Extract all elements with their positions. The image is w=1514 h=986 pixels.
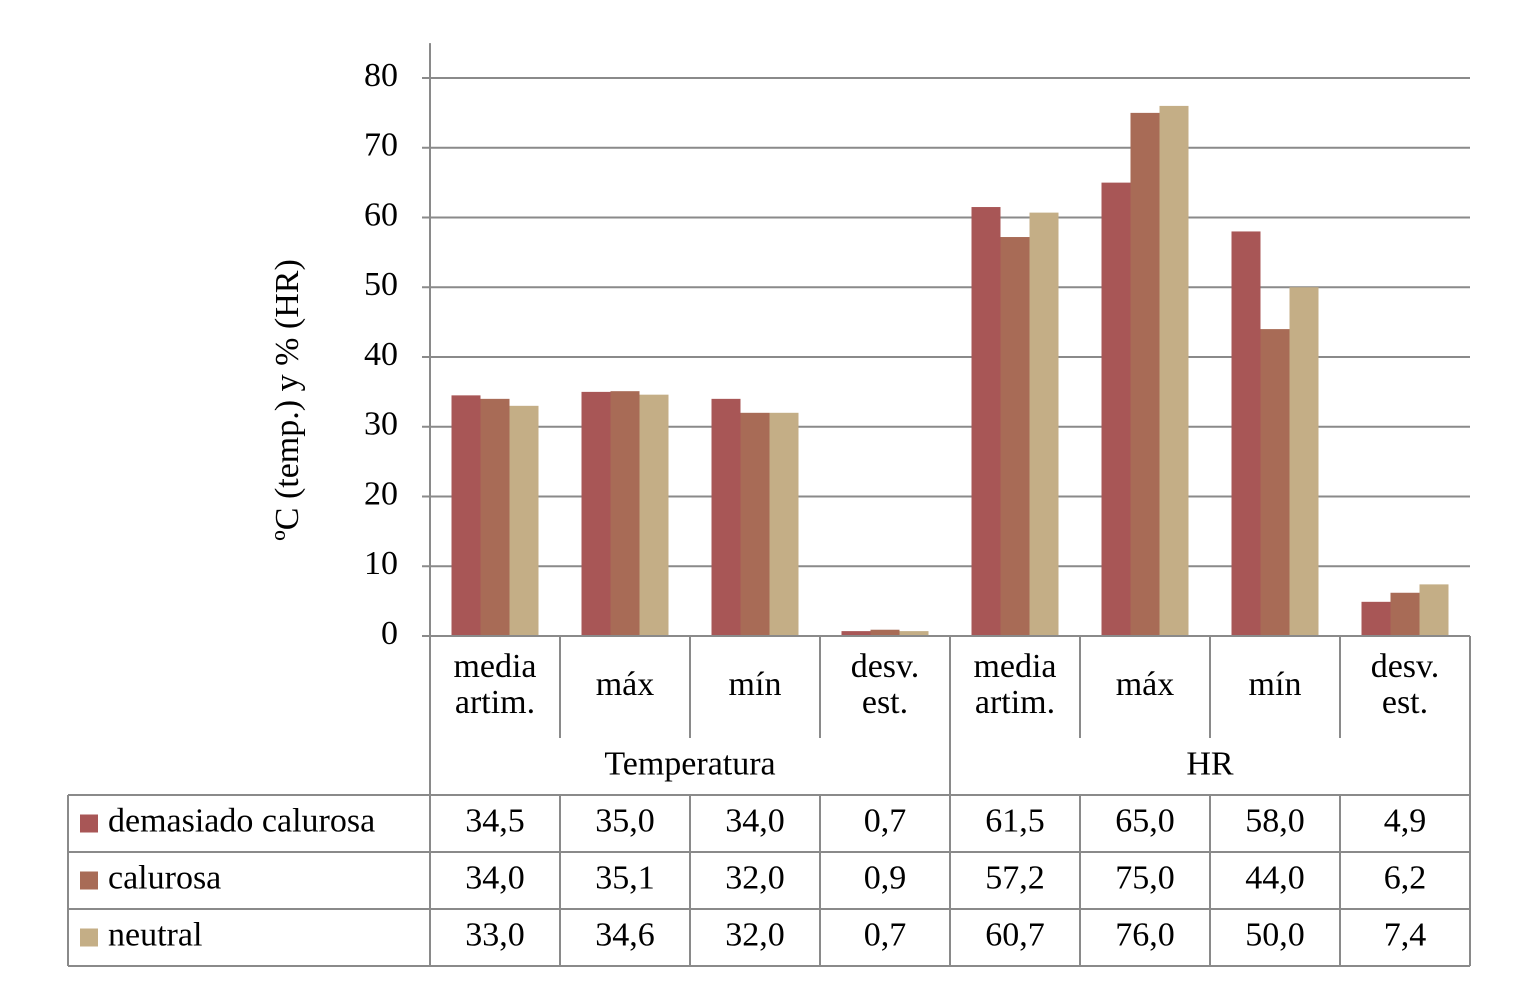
bar xyxy=(1000,237,1030,636)
table-value: 44,0 xyxy=(1245,859,1305,896)
bar xyxy=(1289,287,1319,636)
y-tick-label: 60 xyxy=(364,196,398,233)
y-axis-label: ºC (temp.) y % (HR) xyxy=(269,259,306,541)
y-tick-label: 50 xyxy=(364,266,398,303)
table-value: 0,9 xyxy=(864,859,907,896)
table-value: 6,2 xyxy=(1384,859,1427,896)
legend-swatch xyxy=(80,871,98,890)
table-value: 34,6 xyxy=(595,916,655,953)
legend-label: calurosa xyxy=(108,859,221,896)
x-tick-label: est. xyxy=(1382,684,1428,721)
bar xyxy=(1101,182,1131,636)
x-tick-label: est. xyxy=(862,684,908,721)
bar xyxy=(711,398,741,636)
legend-label: neutral xyxy=(108,916,202,953)
bar xyxy=(1029,212,1059,636)
bar xyxy=(899,631,929,636)
table-value: 33,0 xyxy=(465,916,525,953)
bar xyxy=(451,395,481,636)
x-tick-label: desv. xyxy=(1371,648,1440,685)
table-value: 7,4 xyxy=(1384,916,1427,953)
bar xyxy=(1260,329,1290,636)
table-value: 35,1 xyxy=(595,859,655,896)
x-tick-label: artim. xyxy=(975,684,1055,721)
bar xyxy=(1361,601,1391,636)
bar xyxy=(769,412,799,636)
bar xyxy=(581,391,611,636)
table-value: 34,0 xyxy=(725,802,785,839)
bar xyxy=(639,394,669,636)
legend-label: demasiado calurosa xyxy=(108,802,375,839)
table-value: 61,5 xyxy=(985,802,1045,839)
x-tick-label: desv. xyxy=(851,648,920,685)
table-value: 65,0 xyxy=(1115,802,1175,839)
y-tick-label: 0 xyxy=(381,615,398,652)
table-value: 58,0 xyxy=(1245,802,1305,839)
x-tick-label: mín xyxy=(1249,666,1302,703)
bar xyxy=(1159,105,1189,636)
table-value: 60,7 xyxy=(985,916,1045,953)
table-value: 57,2 xyxy=(985,859,1045,896)
y-tick-label: 80 xyxy=(364,57,398,94)
x-tick-label: máx xyxy=(1116,666,1175,703)
legend-swatch xyxy=(80,928,98,947)
x-tick-label: máx xyxy=(596,666,655,703)
y-tick-label: 20 xyxy=(364,475,398,512)
table-value: 4,9 xyxy=(1384,802,1427,839)
x-tick-label: media xyxy=(973,648,1056,685)
bar xyxy=(509,405,539,636)
group-label: Temperatura xyxy=(604,745,775,782)
group-label: HR xyxy=(1186,745,1234,782)
table-value: 35,0 xyxy=(595,802,655,839)
bar xyxy=(610,391,640,636)
table-value: 76,0 xyxy=(1115,916,1175,953)
legend-swatch xyxy=(80,814,98,833)
bar xyxy=(971,207,1001,636)
table-value: 75,0 xyxy=(1115,859,1175,896)
x-tick-label: media xyxy=(453,648,536,685)
table-value: 32,0 xyxy=(725,916,785,953)
y-tick-label: 10 xyxy=(364,545,398,582)
bar xyxy=(870,629,900,636)
table-value: 50,0 xyxy=(1245,916,1305,953)
bar xyxy=(841,631,871,636)
table-value: 32,0 xyxy=(725,859,785,896)
y-tick-label: 40 xyxy=(364,336,398,373)
bar xyxy=(1231,231,1261,636)
y-tick-label: 70 xyxy=(364,127,398,164)
table-value: 0,7 xyxy=(864,802,907,839)
table-value: 34,5 xyxy=(465,802,525,839)
bar xyxy=(1130,112,1160,636)
x-tick-label: mín xyxy=(729,666,782,703)
x-tick-label: artim. xyxy=(455,684,535,721)
bar xyxy=(740,412,770,636)
table-value: 0,7 xyxy=(864,916,907,953)
bar xyxy=(1390,592,1420,636)
bar xyxy=(1419,584,1449,636)
y-tick-label: 30 xyxy=(364,406,398,443)
bar xyxy=(480,398,510,636)
table-value: 34,0 xyxy=(465,859,525,896)
